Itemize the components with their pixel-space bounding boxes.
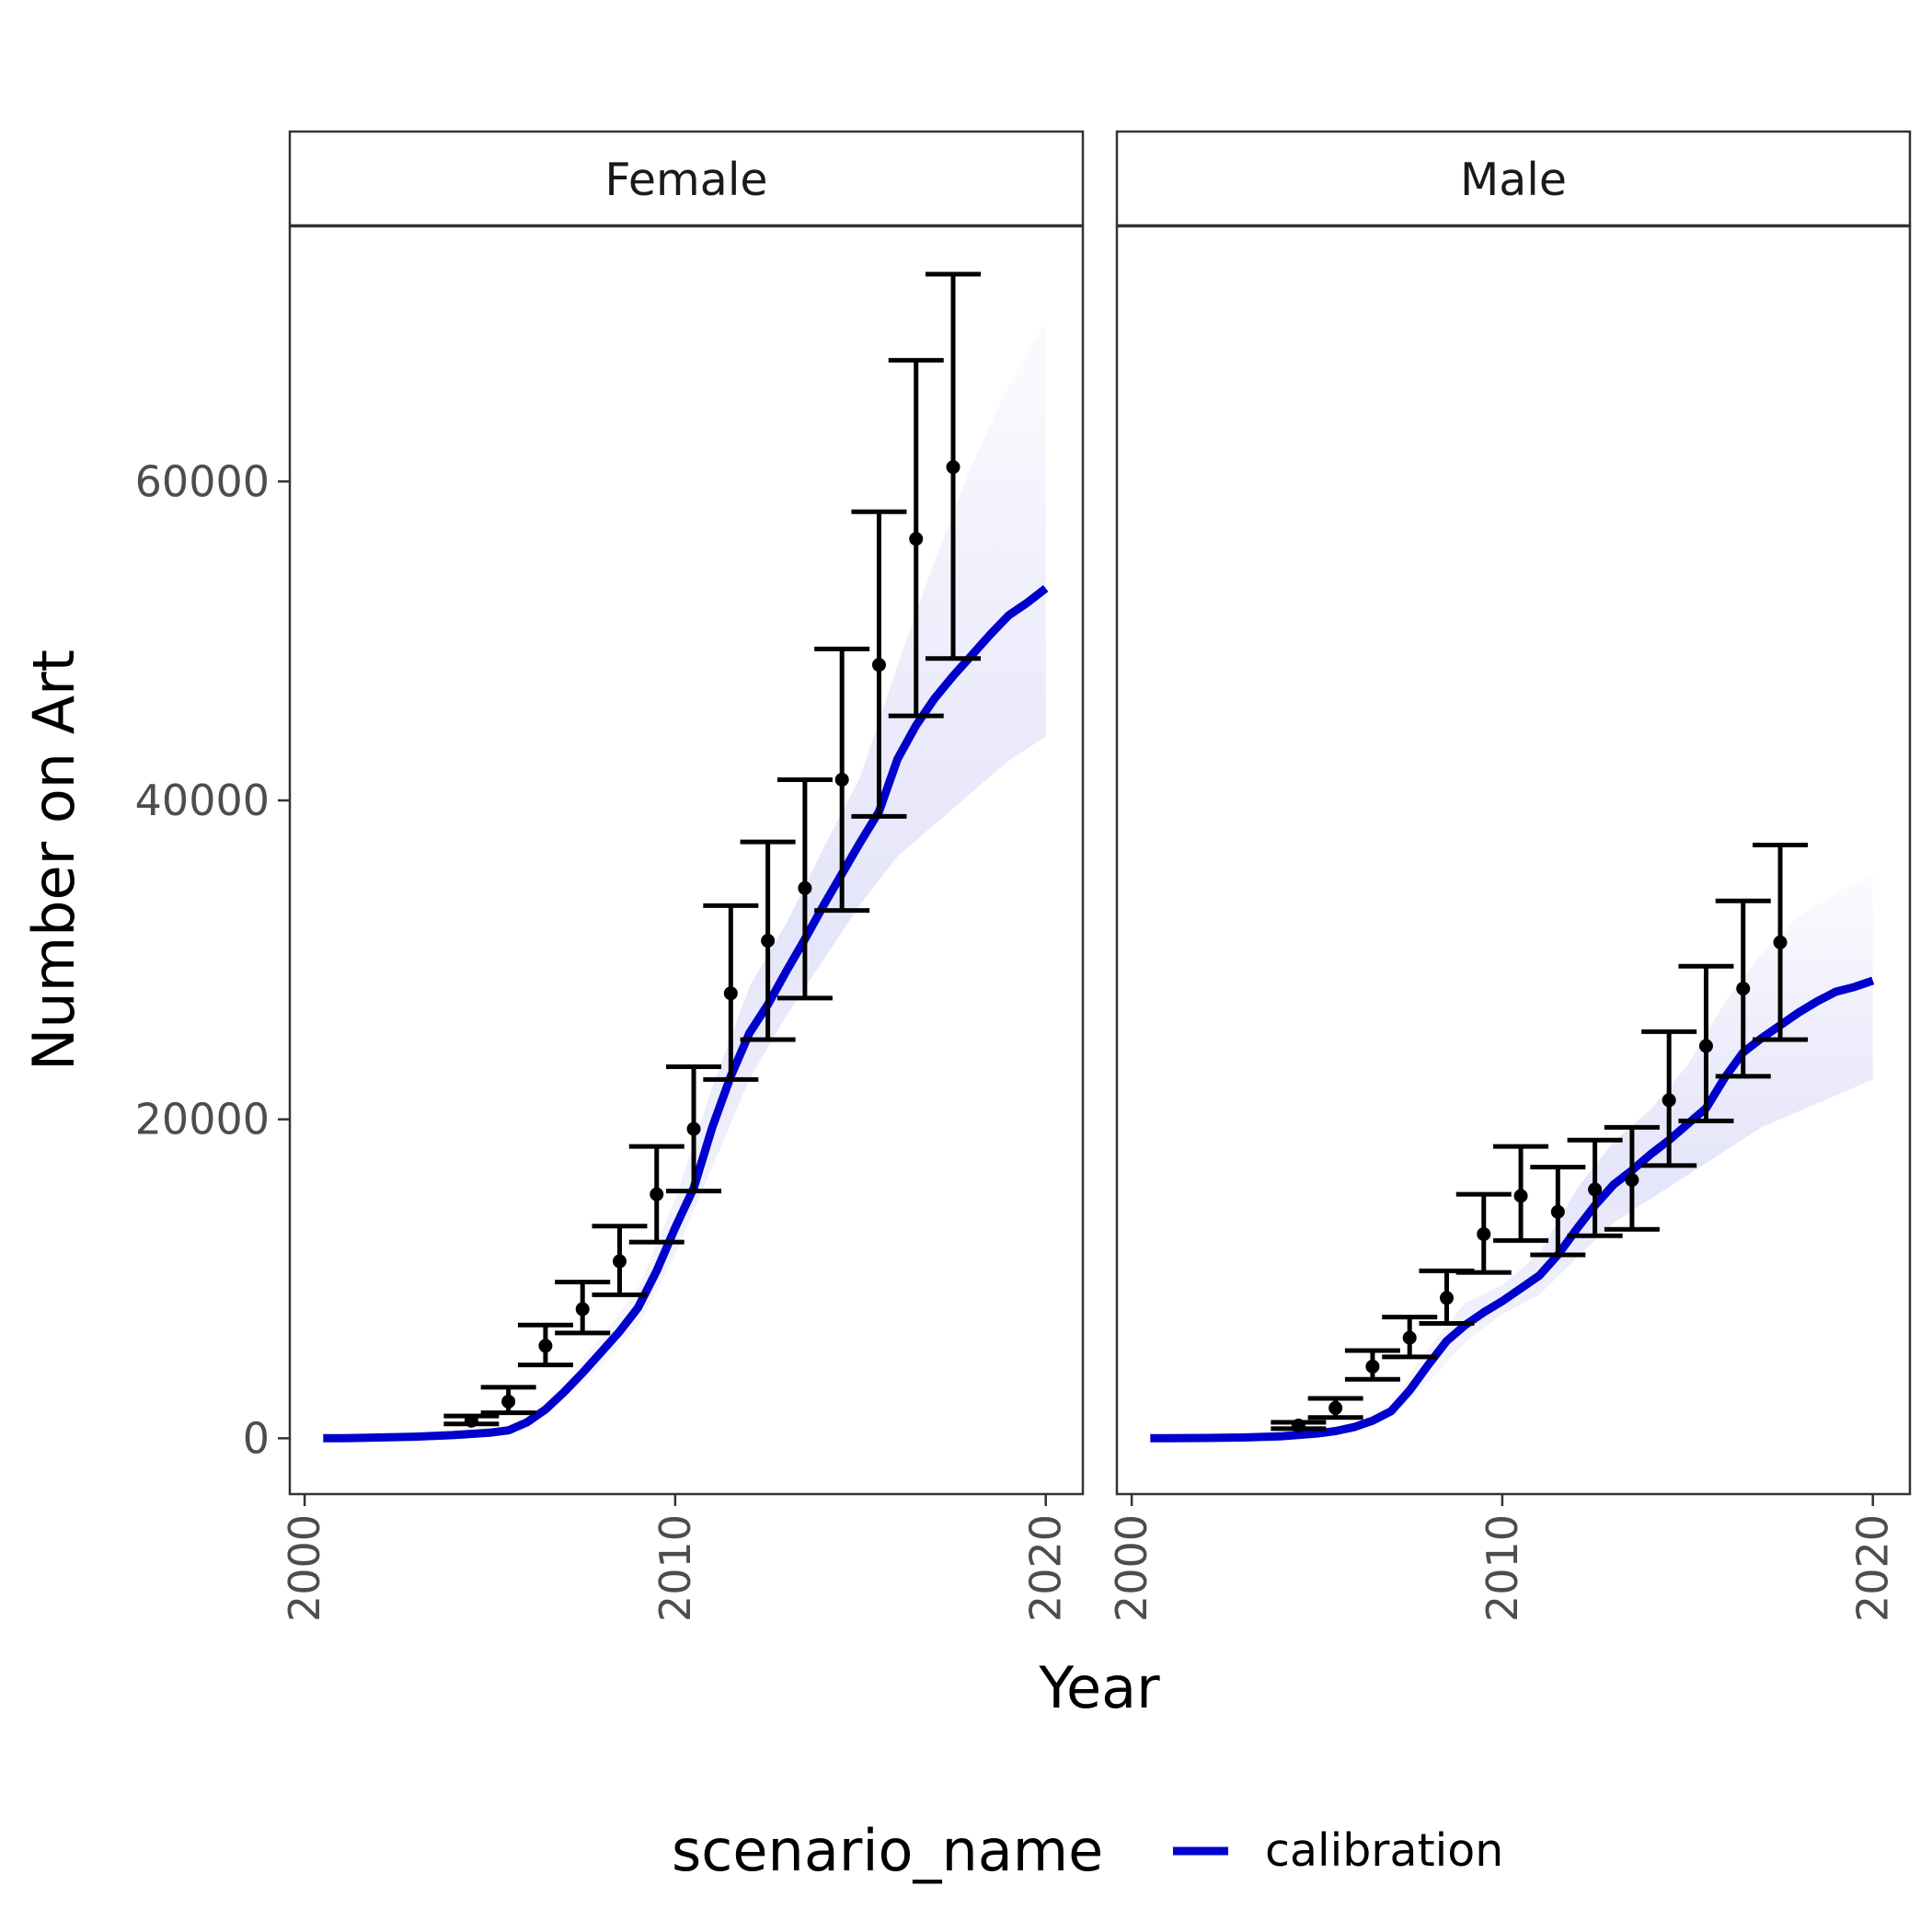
data-point-female bbox=[612, 1254, 627, 1269]
data-point-male bbox=[1625, 1173, 1639, 1188]
x-tick-label: 2010 bbox=[650, 1514, 700, 1622]
data-point-female bbox=[798, 880, 812, 895]
y-axis-title: Number on Art bbox=[20, 650, 87, 1071]
legend-title: scenario_name bbox=[672, 1817, 1103, 1884]
facet-label-female: Female bbox=[604, 154, 767, 206]
y-tick-label: 20000 bbox=[135, 1095, 270, 1144]
x-tick-label: 2000 bbox=[280, 1514, 329, 1622]
x-axis-title: Year bbox=[1038, 1654, 1160, 1721]
data-point-female bbox=[946, 460, 960, 475]
x-axes: 2000 2010 2020 2000 2010 2020 bbox=[280, 1494, 1898, 1622]
data-point-female bbox=[761, 934, 776, 949]
data-point-male bbox=[1477, 1226, 1491, 1241]
data-point-male bbox=[1439, 1291, 1454, 1305]
y-tick-label: 60000 bbox=[135, 456, 270, 506]
panel-female bbox=[288, 224, 1085, 1496]
data-point-female bbox=[834, 772, 849, 787]
data-point-female bbox=[686, 1121, 701, 1136]
data-point-male bbox=[1736, 982, 1751, 996]
plot-area-male bbox=[1150, 843, 1875, 1443]
data-point-female bbox=[501, 1394, 516, 1409]
data-point-female bbox=[575, 1302, 590, 1317]
y-tick-label: 0 bbox=[243, 1413, 270, 1463]
data-point-male bbox=[1513, 1189, 1528, 1203]
data-point-male bbox=[1698, 1039, 1713, 1053]
legend-label-calibration: calibration bbox=[1265, 1824, 1503, 1877]
data-point-female bbox=[464, 1413, 478, 1428]
facet-strip-male bbox=[1115, 130, 1912, 227]
legend: scenario_name calibration bbox=[672, 1817, 1503, 1884]
data-point-male bbox=[1662, 1093, 1676, 1108]
uncertainty-band-male bbox=[1150, 875, 1873, 1439]
data-point-male bbox=[1291, 1418, 1305, 1432]
x-tick-label: 2020 bbox=[1848, 1514, 1898, 1622]
x-tick-label: 2010 bbox=[1478, 1514, 1527, 1622]
facet-label-male: Male bbox=[1460, 154, 1567, 206]
x-tick-label: 2020 bbox=[1021, 1514, 1071, 1622]
calibration-line-male bbox=[1150, 976, 1875, 1443]
data-point-male bbox=[1588, 1182, 1603, 1197]
data-point-male bbox=[1773, 935, 1788, 949]
data-point-female bbox=[909, 532, 924, 546]
x-tick-label: 2000 bbox=[1107, 1514, 1156, 1622]
facet-female: Female bbox=[288, 130, 1085, 1496]
data-point-female bbox=[538, 1339, 553, 1353]
facet-male: Male bbox=[1115, 130, 1912, 1496]
data-point-female bbox=[650, 1187, 664, 1202]
data-point-male bbox=[1402, 1330, 1417, 1345]
calibration-line-female bbox=[323, 584, 1049, 1443]
data-point-male bbox=[1328, 1400, 1343, 1415]
plot-area-female bbox=[323, 271, 1049, 1443]
facet-strip-female bbox=[288, 130, 1085, 227]
data-point-female bbox=[723, 986, 738, 1001]
y-tick-label: 40000 bbox=[135, 776, 270, 825]
data-point-male bbox=[1365, 1359, 1380, 1374]
y-axis: 0 20000 40000 60000 bbox=[135, 456, 290, 1463]
data-point-female bbox=[871, 658, 886, 673]
data-point-male bbox=[1550, 1204, 1565, 1219]
